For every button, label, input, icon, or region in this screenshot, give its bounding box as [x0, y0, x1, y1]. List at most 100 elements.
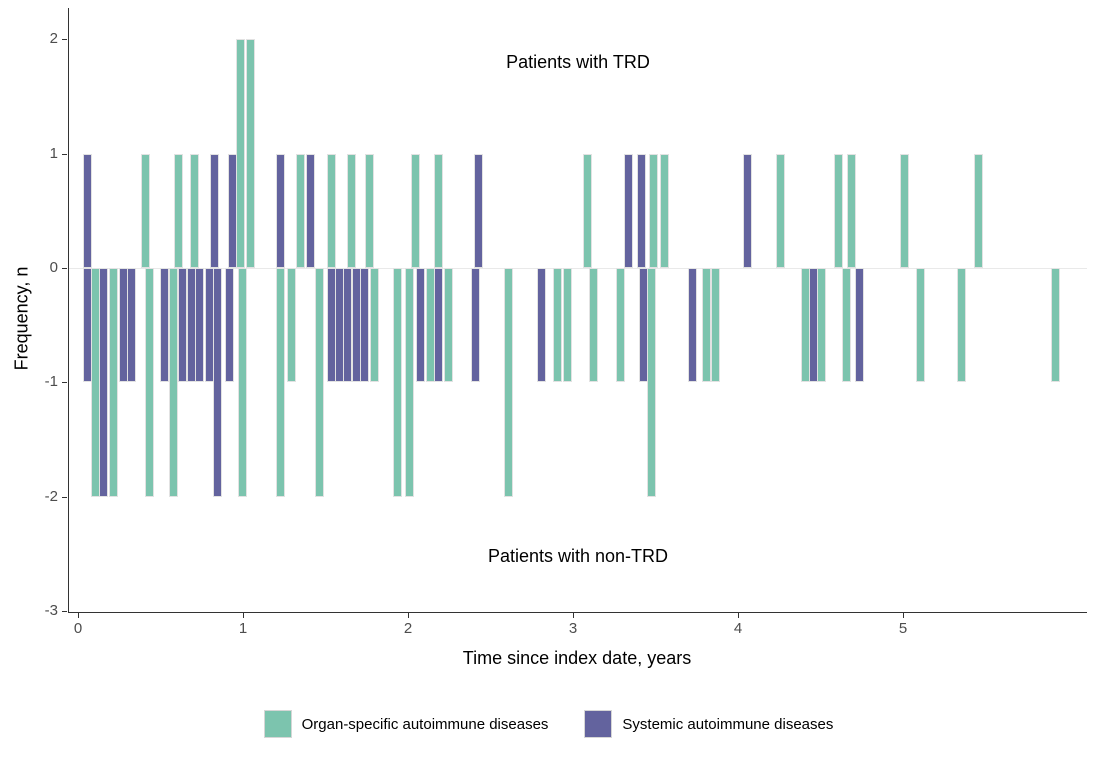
bar-systemic [416, 268, 426, 383]
bar-organ [404, 268, 414, 497]
bar-organ [899, 153, 909, 268]
plot-panel: Patients with TRD Patients with non-TRD [68, 8, 1087, 613]
bar-systemic [359, 268, 369, 383]
bar-organ [173, 153, 183, 268]
bar-organ [236, 39, 246, 268]
bar-organ [647, 268, 657, 497]
y-tick-mark [62, 153, 67, 155]
legend: Organ-specific autoimmune diseases Syste… [0, 710, 1097, 738]
bar-organ [775, 153, 785, 268]
x-tick-label: 4 [733, 620, 743, 637]
bar-organ [582, 153, 592, 268]
bar-organ [957, 268, 967, 383]
bar-organ [295, 153, 305, 268]
y-tick-mark [62, 496, 67, 498]
x-tick-mark [408, 613, 409, 618]
bar-systemic [637, 153, 647, 268]
bar-organ [817, 268, 826, 383]
y-tick-mark [62, 382, 67, 384]
legend-label-organ: Organ-specific autoimmune diseases [301, 715, 549, 733]
bar-organ [109, 268, 119, 497]
y-tick-mark [62, 611, 67, 613]
bar-organ [553, 268, 562, 383]
bar-organ [145, 268, 155, 497]
bar-organ [346, 153, 356, 268]
bar-organ [660, 153, 670, 268]
y-tick-label: 1 [49, 144, 58, 162]
x-tick-label: 0 [73, 620, 83, 637]
legend-swatch-systemic-icon [584, 710, 613, 738]
bar-systemic [742, 153, 752, 268]
bar-organ [315, 268, 325, 497]
bar-organ [562, 268, 572, 383]
annotation-trd: Patients with TRD [506, 52, 650, 72]
legend-item-organ: Organ-specific autoimmune diseases [263, 710, 549, 738]
bar-systemic [688, 268, 698, 383]
bar-systemic [194, 268, 204, 383]
bar-organ [701, 268, 711, 383]
bar-systemic [305, 153, 315, 268]
bar-systemic [434, 268, 444, 383]
legend-item-systemic: Systemic autoimmune diseases [584, 710, 833, 738]
bar-systemic [275, 153, 285, 268]
bar-organ [287, 268, 297, 383]
y-tick-mark [62, 268, 67, 269]
bar-organ [246, 39, 256, 268]
x-axis-title: Time since index date, years [462, 648, 692, 668]
bar-systemic [99, 268, 109, 497]
x-tick-mark [573, 613, 574, 618]
bar-organ [140, 153, 150, 268]
x-tick-mark [243, 613, 244, 618]
y-tick-label: -1 [44, 373, 58, 391]
bar-organ [168, 268, 178, 497]
bar-organ [648, 153, 658, 268]
bar-organ [916, 268, 925, 383]
legend-label-systemic: Systemic autoimmune diseases [622, 715, 834, 733]
x-tick-mark [903, 613, 904, 618]
bar-organ [392, 268, 402, 497]
bar-organ [833, 153, 843, 268]
bar-systemic [473, 153, 483, 268]
y-tick-label: -3 [44, 602, 58, 620]
bar-organ [589, 268, 599, 383]
y-tick-label: 0 [49, 259, 58, 276]
bar-systemic [213, 268, 223, 497]
bar-organ [369, 268, 379, 383]
bar-systemic [854, 268, 864, 383]
bar-systemic [209, 153, 219, 268]
bar-organ [841, 268, 851, 383]
bar-systemic [470, 268, 480, 383]
x-tick-label: 2 [403, 620, 413, 637]
bar-organ [237, 268, 247, 497]
annotation-non-trd: Patients with non-TRD [487, 546, 669, 566]
bar-organ [275, 268, 285, 497]
zero-baseline [69, 268, 1087, 269]
x-tick-label: 1 [238, 620, 248, 637]
legend-swatch-organ-icon [263, 710, 292, 738]
bar-organ [846, 153, 856, 268]
bar-organ [973, 153, 983, 268]
y-tick-label: 2 [49, 30, 58, 48]
bar-organ [1051, 268, 1061, 383]
y-axis-title: Frequency, n [11, 266, 32, 371]
bar-organ [711, 268, 721, 383]
bar-systemic [623, 153, 633, 268]
y-tick-mark [62, 39, 67, 41]
y-tick-label: -2 [44, 487, 58, 505]
bar-organ [364, 153, 374, 268]
bar-organ [411, 153, 421, 268]
bar-organ [326, 153, 336, 268]
x-tick-mark [738, 613, 739, 618]
bar-systemic [536, 268, 546, 383]
bar-organ [434, 153, 444, 268]
bar-organ [444, 268, 454, 383]
bar-systemic [224, 268, 234, 383]
bar-organ [503, 268, 513, 497]
x-tick-label: 5 [898, 620, 908, 637]
bar-systemic [127, 268, 137, 383]
bar-organ [190, 153, 199, 268]
bar-systemic [82, 153, 92, 268]
x-tick-mark [78, 613, 79, 618]
bar-organ [615, 268, 625, 383]
